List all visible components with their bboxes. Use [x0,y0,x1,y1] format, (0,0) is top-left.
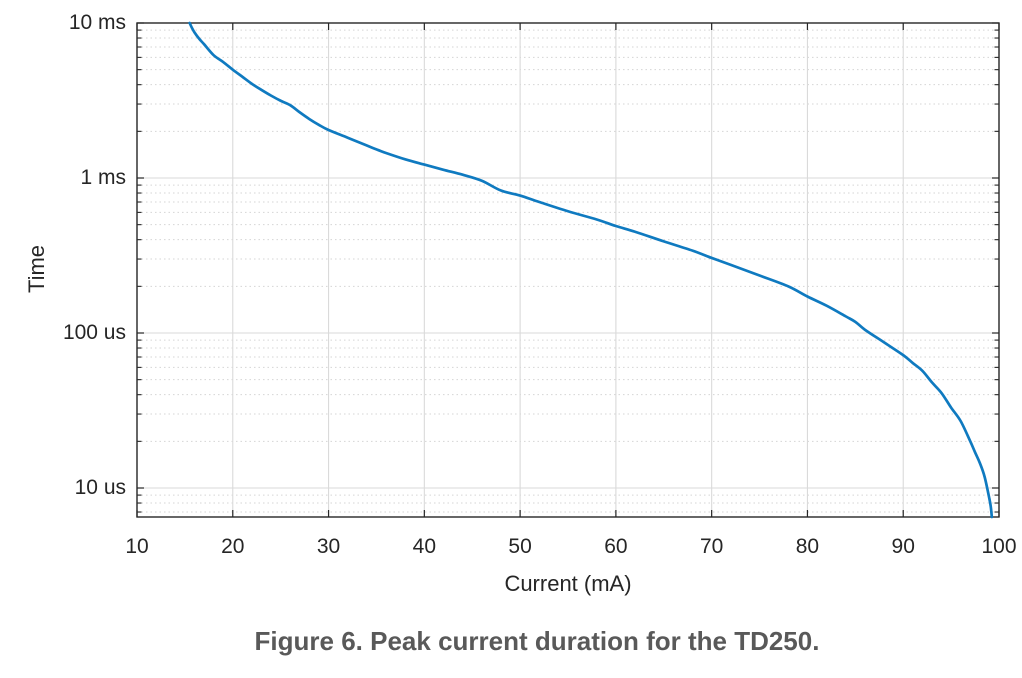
x-tick-label-60: 60 [604,535,628,558]
x-tick-label-50: 50 [508,535,532,558]
figure-caption: Figure 6. Peak current duration for the … [254,626,820,656]
x-tick-label-90: 90 [891,535,915,558]
y-tick-label-10-ms: 10 ms [68,11,126,34]
x-tick-label-40: 40 [412,535,436,558]
y-tick-label-1-ms: 1 ms [80,166,126,189]
x-tick-label-10: 10 [125,535,149,558]
axes-frame [136,22,1000,518]
x-tick-label-80: 80 [795,535,820,558]
x-axis-title: Current (mA) [504,571,632,596]
x-tick-label-30: 30 [316,535,341,558]
plot-area [136,21,1000,519]
x-tick-label-100: 100 [981,535,1017,558]
y-tick-label-100-us: 100 us [62,321,126,344]
y-tick-label-10-us: 10 us [74,476,126,499]
y-axis-title: Time [24,244,49,294]
peak-current-duration-chart: Time Current (mA) 10 20 30 40 50 60 70 80 90 100 1… [24,11,1017,596]
x-tick-label-20: 20 [221,535,245,558]
peak-current-duration-curve [188,21,994,519]
x-tick-label-70: 70 [699,535,724,558]
